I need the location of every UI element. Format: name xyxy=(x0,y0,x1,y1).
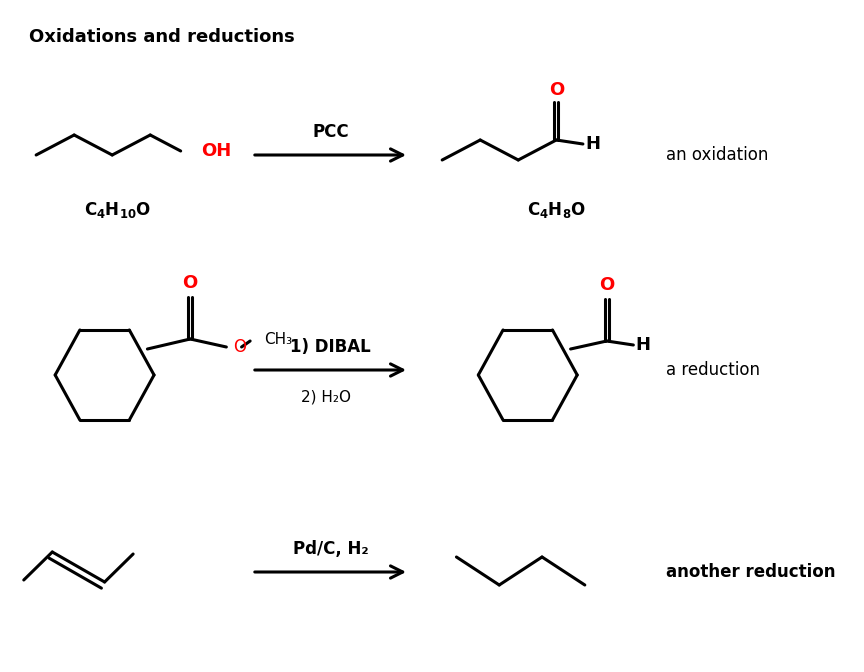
Text: CH₃: CH₃ xyxy=(264,331,293,347)
Text: Oxidations and reductions: Oxidations and reductions xyxy=(29,28,295,46)
Text: an oxidation: an oxidation xyxy=(665,146,768,164)
Text: O: O xyxy=(549,81,564,99)
Text: O: O xyxy=(233,338,246,356)
Text: 1) DIBAL: 1) DIBAL xyxy=(290,338,371,356)
Text: 2) H₂O: 2) H₂O xyxy=(301,390,351,405)
Text: OH: OH xyxy=(201,142,232,160)
Text: Pd/C, H₂: Pd/C, H₂ xyxy=(293,540,368,558)
Text: H: H xyxy=(585,135,600,153)
Text: another reduction: another reduction xyxy=(665,563,835,581)
Text: O: O xyxy=(599,276,614,294)
Text: $\mathbf{C_4H_8O}$: $\mathbf{C_4H_8O}$ xyxy=(527,200,586,220)
Text: a reduction: a reduction xyxy=(665,361,759,379)
Text: H: H xyxy=(635,336,651,354)
Text: PCC: PCC xyxy=(312,123,349,141)
Text: O: O xyxy=(182,274,198,292)
Text: $\mathbf{C_4H_{10}O}$: $\mathbf{C_4H_{10}O}$ xyxy=(85,200,151,220)
